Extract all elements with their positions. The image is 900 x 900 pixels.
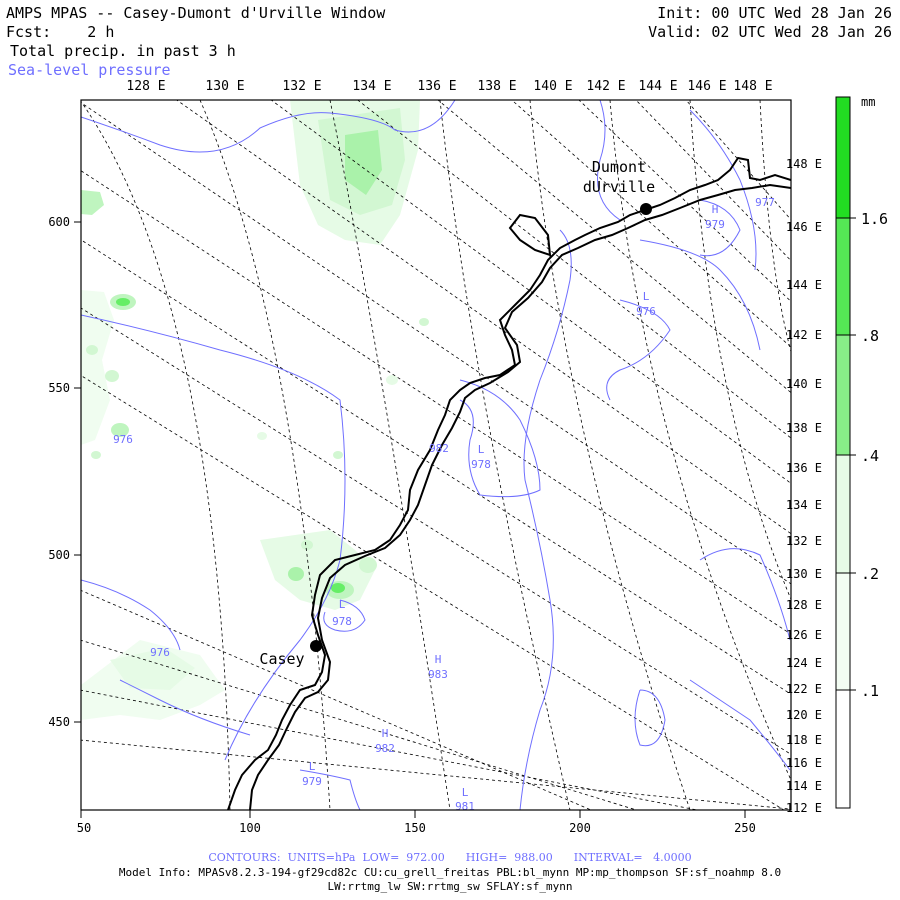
lon-label-right: 120 E [786,708,822,722]
station-dot-casey[interactable] [310,640,322,652]
forecast-hour: Fcst: 2 h [6,23,115,41]
lon-label-right: 142 E [786,328,822,342]
coastline [227,156,791,810]
model-info: Model Info: MPASv8.2.3-194-gf29cd82c CU:… [118,866,782,879]
plot-frame [80,99,792,811]
lon-label-top: 128 E [126,79,165,94]
y-tick-label: 600 [48,215,70,229]
lon-label-right: 124 E [786,656,822,670]
lon-label-right: 132 E [786,534,822,548]
lon-label-top: 138 E [477,79,516,94]
pressure-value: 976 [113,433,133,446]
station-label-dumont-line2: dUrville [583,178,655,196]
pressure-value: 983 [428,668,448,681]
lon-label-top: 140 E [533,79,572,94]
lon-label-right: 112 E [786,801,822,815]
lon-label-right: 126 E [786,628,822,642]
y-tick-label: 450 [48,715,70,729]
lon-label-right: 136 E [786,461,822,475]
pressure-value: 976 [150,646,170,659]
lon-label-top: 142 E [586,79,625,94]
lon-label-right: 116 E [786,756,822,770]
x-tick-label: 250 [734,821,756,835]
lon-label-top: 134 E [352,79,391,94]
x-tick-label: 100 [239,821,261,835]
colorbar-unit: mm [861,95,875,109]
pressure-labels: H 979 977 L 976 L 978 982 976 L 978 976 … [113,196,775,813]
y-tick-label: 550 [48,381,70,395]
colorbar-label: .4 [861,447,879,465]
pressure-value: 982 [429,442,449,455]
pressure-value: 978 [332,615,352,628]
pressure-value: 981 [455,800,475,813]
pressure-letter: H [712,203,719,216]
lon-label-right: 128 E [786,598,822,612]
colorbar-label: .2 [861,565,879,583]
lon-label-top: 144 E [638,79,677,94]
pressure-letter: L [643,290,650,303]
lon-label-top: 148 E [733,79,772,94]
pressure-value: 979 [302,775,322,788]
pressure-letter: L [462,786,469,799]
lon-label-right: 148 E [786,157,822,171]
init-time: Init: 00 UTC Wed 28 Jan 26 [657,4,892,22]
pressure-value: 978 [471,458,491,471]
colorbar-label: .8 [861,327,879,345]
pressure-letter: L [309,760,316,773]
lon-label-right: 134 E [786,498,822,512]
field-name: Total precip. in past 3 h [10,42,236,60]
pressure-letter: H [435,653,442,666]
pressure-value: 982 [375,742,395,755]
lon-label-right: 146 E [786,220,822,234]
lon-label-right: 122 E [786,682,822,696]
x-tick-label: 150 [404,821,426,835]
x-axis: 50 100 150 200 250 [77,810,756,835]
lon-label-right: 138 E [786,421,822,435]
lon-label-right: 144 E [786,278,822,292]
top-longitude-labels: 128 E 130 E 132 E 134 E 136 E 138 E 140 … [126,79,772,94]
lon-label-right: 140 E [786,377,822,391]
lon-label-top: 146 E [687,79,726,94]
lon-label-right: 118 E [786,733,822,747]
colorbar-label: .1 [861,682,879,700]
stations: Dumont dUrville Casey [259,158,655,668]
contour-info: CONTOURS: UNITS=hPa LOW= 972.00 HIGH= 98… [208,851,692,864]
valid-time: Valid: 02 UTC Wed 28 Jan 26 [648,23,892,41]
y-tick-label: 500 [48,548,70,562]
colorbar-label: 1.6 [861,210,888,228]
station-label-dumont-line1: Dumont [592,158,646,176]
pressure-letter: L [339,598,346,611]
precip-colorbar: mm 1.6 .8 .4 .2 .1 [835,95,888,809]
model-info-line2: LW:rrtmg_lw SW:rrtmg_sw SFLAY:sf_mynn [327,880,573,893]
x-tick-label: 50 [77,821,91,835]
pressure-value: 979 [705,218,725,231]
x-tick-label: 200 [569,821,591,835]
y-axis: 600 550 500 450 [48,215,81,729]
lon-label-right: 114 E [786,779,822,793]
station-label-casey: Casey [259,650,304,668]
precip-shading [81,100,429,720]
pressure-letter: H [382,727,389,740]
pressure-letter: L [478,443,485,456]
pressure-value: 977 [755,196,775,209]
lon-label-top: 130 E [205,79,244,94]
lon-label-right: 130 E [786,567,822,581]
overlay-name: Sea-level pressure [8,61,171,79]
pressure-value: 976 [636,305,656,318]
latlon-grid [81,100,791,810]
lon-label-top: 136 E [417,79,456,94]
station-dot-dumont[interactable] [640,203,652,215]
map-title: AMPS MPAS -- Casey-Dumont d'Urville Wind… [6,4,386,22]
slp-contours [81,100,791,810]
lon-label-top: 132 E [282,79,321,94]
right-longitude-labels: 148 E 146 E 144 E 142 E 140 E 138 E 136 … [786,157,822,815]
